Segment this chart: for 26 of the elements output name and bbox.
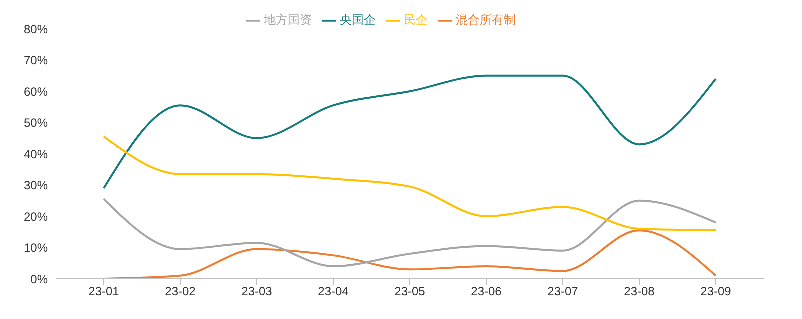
x-tick-label: 23-07: [548, 284, 579, 299]
legend-label: 央国企: [340, 13, 376, 27]
y-tick-label: 40%: [24, 147, 48, 162]
y-tick-label: 60%: [24, 84, 48, 99]
line-series: [103, 198, 717, 268]
x-tick-label: 23-08: [624, 284, 656, 299]
y-tick-label: 30%: [24, 178, 48, 193]
y-tick-label: 80%: [24, 22, 48, 36]
y-tick-label: 70%: [24, 54, 48, 68]
legend-label: 混合所有制: [456, 13, 516, 27]
x-tick-label: 23-09: [700, 284, 732, 299]
y-tick-label: 0%: [30, 272, 48, 286]
y-tick-label: 10%: [24, 241, 48, 256]
y-tick-label: 20%: [24, 210, 48, 224]
x-tick-label: 23-06: [471, 284, 502, 299]
legend-label: 地方国资: [264, 13, 312, 27]
line-series: [103, 74, 717, 190]
x-tick-label: 23-03: [242, 284, 273, 299]
x-tick-label: 23-02: [165, 284, 196, 299]
line-series: [103, 136, 717, 232]
line-series: [103, 230, 717, 279]
x-tick-label: 23-04: [318, 284, 350, 299]
y-tick-label: 50%: [24, 116, 48, 130]
legend-label: 民企: [404, 13, 428, 27]
x-tick-label: 23-05: [394, 284, 426, 299]
x-tick-label: 23-01: [88, 284, 120, 299]
